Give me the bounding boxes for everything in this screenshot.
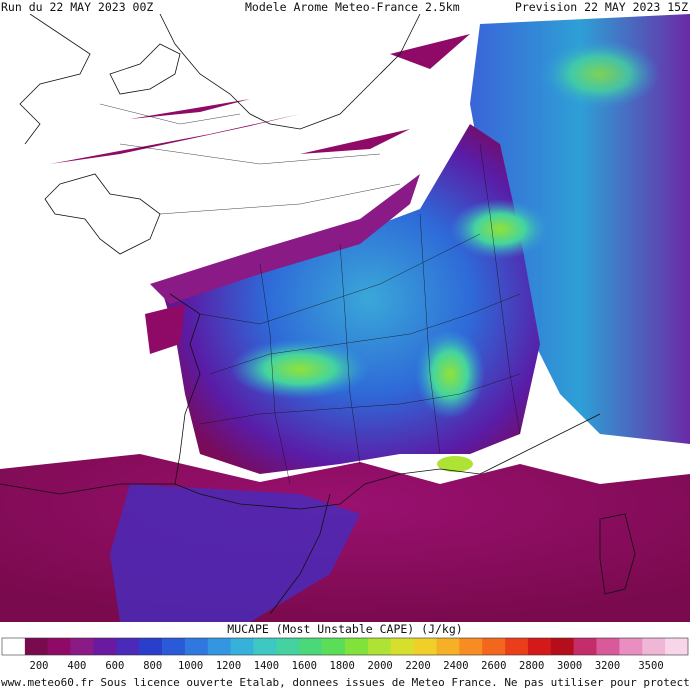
colorbar-swatch [619,638,643,655]
hotspot-northeast [450,199,550,259]
model-name-label: Modele Arome Meteo-France 2.5km [245,0,460,14]
footer-credit: www.meteo60.fr Sous licence ouverte Etal… [1,676,690,689]
colorbar-tick-label: 400 [67,660,87,672]
colorbar-tick-label: 3500 [638,660,664,672]
north-streak-3 [390,34,470,69]
colorbar-swatch [596,638,620,655]
colorbar-tick-label: 1200 [215,660,242,672]
colorbar-tick-label: 2800 [519,660,545,672]
north-streak-1 [50,114,300,164]
colorbar-ticks: 200 400 600 800 1000 1200 1400 1600 1800 2000 2200… [0,660,690,674]
colorbar-swatch [665,638,689,655]
colorbar-swatch [345,638,369,655]
colorbar-swatch [70,638,94,655]
colorbar-swatch [573,638,597,655]
colorbar-swatch [139,638,163,655]
map-header: Run du 22 MAY 2023 00Z Modele Arome Mete… [0,0,690,14]
coastlines [0,14,636,615]
colorbar-tick-label: 2600 [481,660,507,672]
atlantic-streak [145,304,185,354]
colorbar-tick-label: 1000 [177,660,204,672]
colorbar-tick-label: 800 [143,660,163,672]
cape-map [0,14,690,622]
colorbar-tick-label: 1800 [329,660,355,672]
colorbar-tick-label: 1600 [291,660,317,672]
colorbar-tick-label: 2000 [367,660,393,672]
north-streak-2 [130,99,250,119]
colorbar-tick-label: 600 [105,660,125,672]
colorbar-swatch [367,638,392,655]
colorbar-swatch [459,638,483,655]
colorbar [0,637,690,656]
cape-map-canvas [0,14,690,622]
colorbar-swatch [527,638,552,655]
colorbar-tick-label: 2200 [405,660,431,672]
colorbar-swatch [390,638,414,655]
hotspot-alps [540,39,660,109]
east-cape-field [470,14,690,444]
colorbar-swatch [322,638,346,655]
region-borders [99,103,521,485]
colorbar-tick-label: 2400 [443,660,469,672]
colorbar-tick-label: 200 [29,660,49,672]
colorbar-tick-label: 3000 [556,660,583,672]
colorbar-swatch [24,638,49,655]
hotspot-central [230,339,370,399]
colorbar-swatch [93,638,117,655]
colorbar-swatch [47,638,71,655]
colorbar-swatch [162,638,186,655]
colorbar-frame [1,637,689,656]
colorbar-swatch [436,638,460,655]
colorbar-tick-label: 3200 [594,660,621,672]
colorbar-swatch [184,638,209,655]
colorbar-swatch [550,638,574,655]
colorbar-swatch [276,638,300,655]
colorbar-swatch [230,638,254,655]
run-time-label: Run du 22 MAY 2023 00Z [1,0,154,14]
colorbar-swatch [207,638,231,655]
colorbar-swatch [253,638,277,655]
hotspot-riviera [437,456,473,472]
colorbar-swatch [413,638,437,655]
colorbar-swatch [2,638,26,655]
colorbar-swatch [505,638,529,655]
north-streak-4 [300,129,410,154]
colorbar-swatch [642,638,666,655]
france-cape-field [160,124,540,474]
forecast-time-label: Prevision 22 MAY 2023 15Z [514,0,688,14]
colorbar-swatch [482,638,506,655]
colorbar-swatch [116,638,140,655]
colorbar-tick-label: 1400 [253,660,280,672]
colorbar-swatch [299,638,323,655]
colorbar-swatches [1,637,689,656]
spain-cape-field [110,484,360,622]
colorbar-title: MUCAPE (Most Unstable CAPE) (J/kg) [227,622,463,636]
channel-cape-band [150,174,420,304]
hotspot-rhone [415,329,485,419]
